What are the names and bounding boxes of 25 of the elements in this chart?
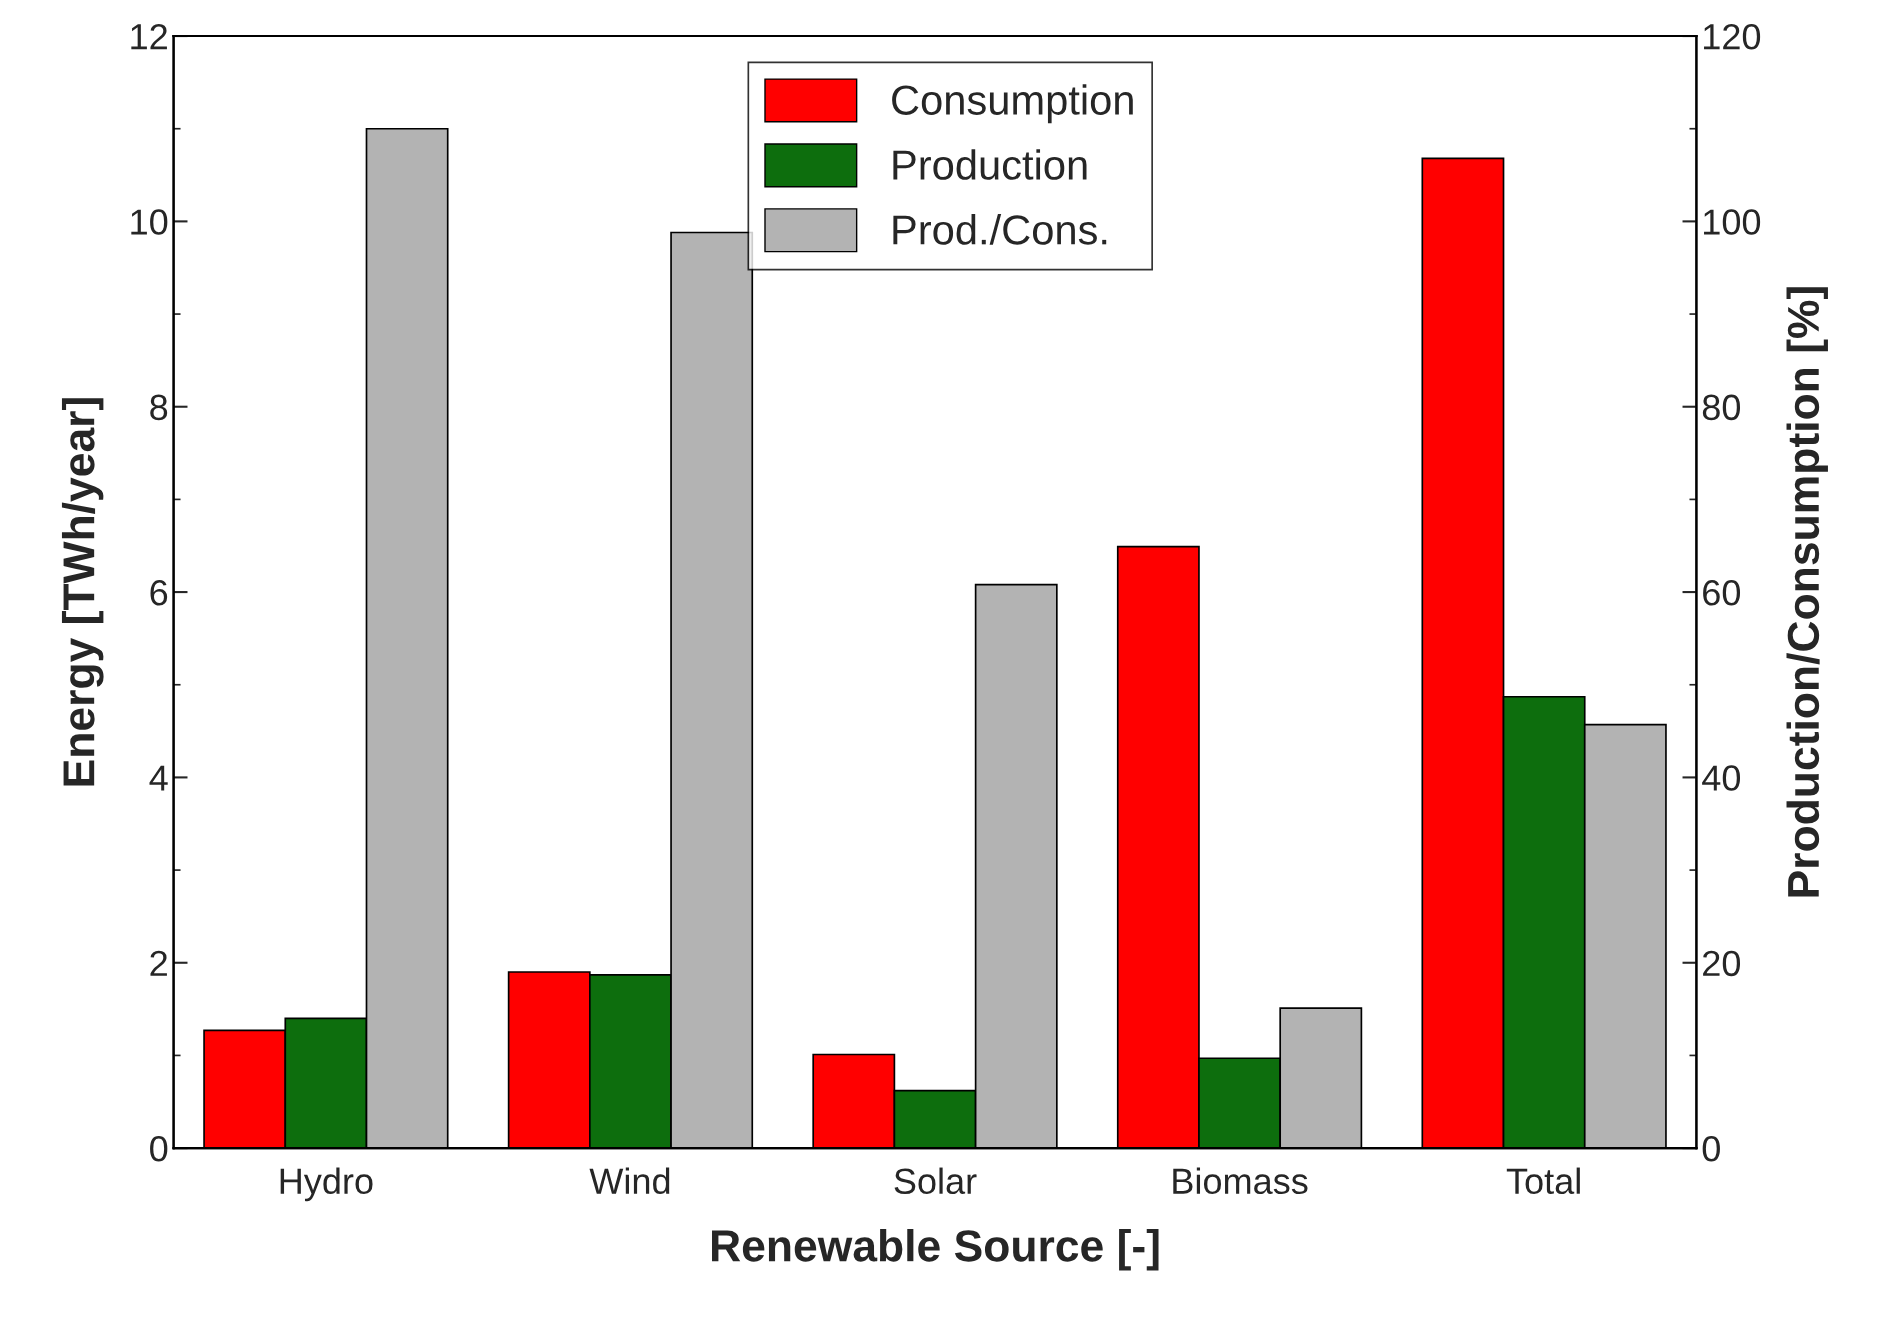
legend-label: Consumption (892, 84, 1133, 124)
y2-tick-label: 100 (1704, 209, 1761, 235)
x-tick-label: Solar (894, 1167, 977, 1195)
y2-tick-label: 80 (1702, 394, 1741, 421)
y-tick-label: 8 (150, 394, 168, 421)
y-axis-title: Energy [TWh/year] (61, 398, 104, 786)
legend-label: Prod./Cons. (893, 214, 1107, 245)
y2-axis-title: Production/Consumption [%] (1786, 287, 1828, 897)
y2-tick-label: 0 (1702, 1135, 1720, 1162)
y2-tick-label: 40 (1702, 765, 1741, 791)
y2-tick-label: 60 (1703, 579, 1741, 606)
y-tick-label: 2 (150, 950, 167, 976)
y-tick-label: 12 (131, 23, 167, 50)
x-tick-label: Total (1506, 1167, 1580, 1195)
y-tick-label: 4 (149, 765, 168, 791)
y-tick-label: 0 (150, 1135, 168, 1162)
x-tick-label: Wind (589, 1167, 670, 1195)
y2-tick-label: 120 (1704, 23, 1761, 50)
y-tick-label: 10 (131, 209, 168, 235)
y-tick-label: 6 (150, 579, 168, 606)
legend-label: Production (893, 149, 1087, 180)
x-tick-label: Hydro (280, 1167, 373, 1202)
x-axis-title: Renewable Source [-] (712, 1228, 1159, 1271)
y2-tick-label: 20 (1703, 950, 1741, 977)
x-tick-label: Biomass (1173, 1167, 1308, 1195)
